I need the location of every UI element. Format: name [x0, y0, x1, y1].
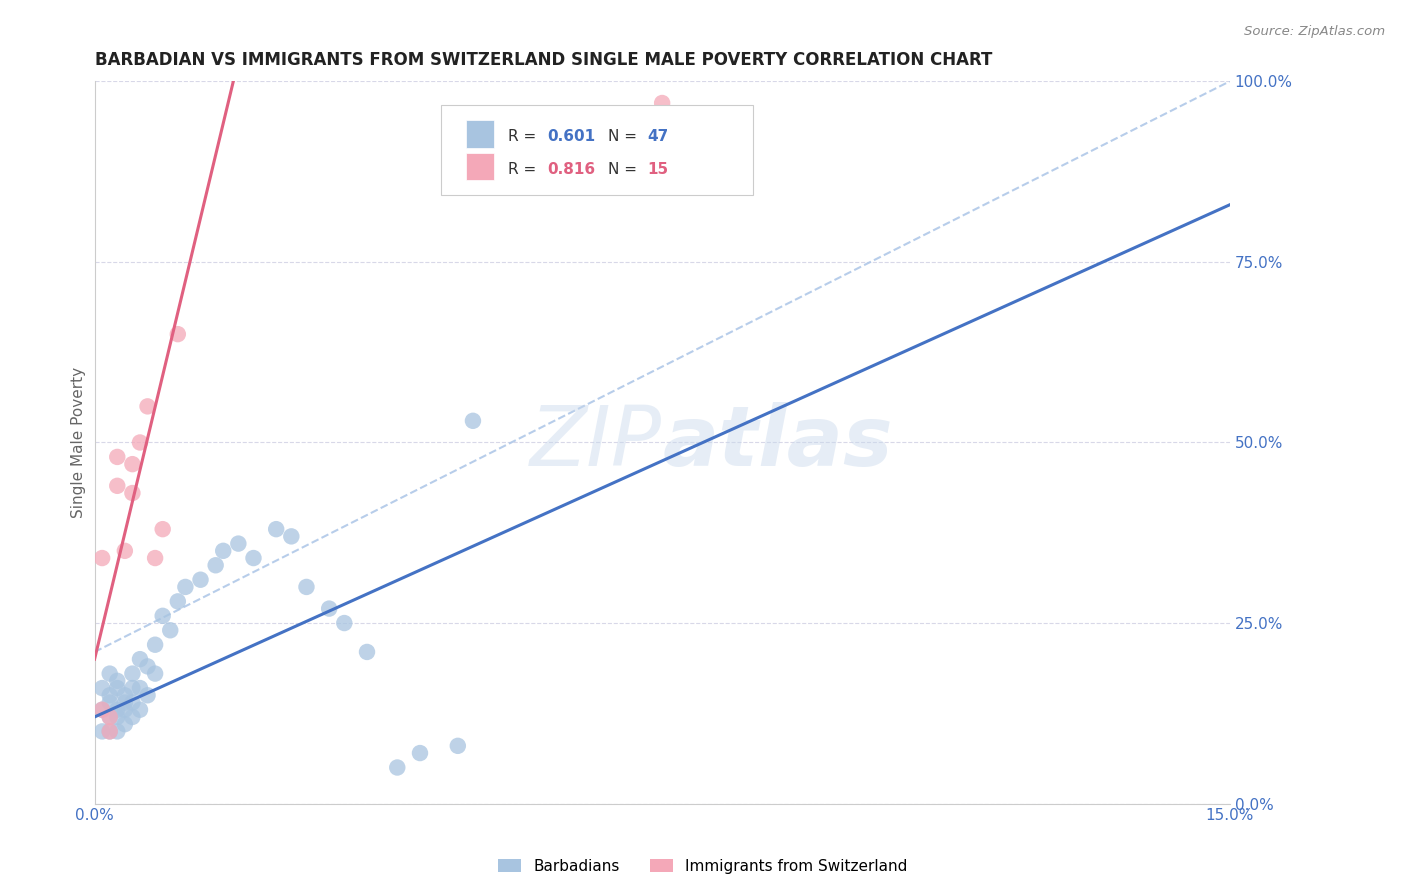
Point — [387, 760, 409, 774]
Point — [280, 529, 302, 543]
Point — [105, 673, 128, 688]
Point — [121, 457, 143, 471]
Point — [295, 580, 318, 594]
Point — [105, 710, 128, 724]
Point — [105, 479, 128, 493]
Text: R =: R = — [508, 161, 541, 177]
Point — [204, 558, 226, 573]
Point — [91, 703, 114, 717]
Text: 0.816: 0.816 — [547, 161, 596, 177]
Point — [651, 95, 673, 110]
Point — [136, 659, 159, 673]
Point — [98, 724, 121, 739]
Point — [98, 688, 121, 702]
Point — [91, 551, 114, 566]
Point — [98, 724, 121, 739]
Point — [114, 717, 136, 731]
FancyBboxPatch shape — [441, 105, 754, 195]
Point — [114, 703, 136, 717]
Text: Source: ZipAtlas.com: Source: ZipAtlas.com — [1244, 25, 1385, 38]
Point — [91, 724, 114, 739]
Point — [333, 615, 356, 630]
Point — [129, 681, 152, 695]
Point — [105, 681, 128, 695]
Text: ZIP: ZIP — [530, 402, 662, 483]
Point — [121, 696, 143, 710]
Point — [166, 327, 188, 342]
Point — [121, 710, 143, 724]
Point — [114, 544, 136, 558]
Point — [356, 645, 378, 659]
Point — [152, 522, 174, 536]
Point — [242, 551, 264, 566]
Y-axis label: Single Male Poverty: Single Male Poverty — [72, 367, 86, 518]
Point — [98, 696, 121, 710]
Text: atlas: atlas — [662, 402, 893, 483]
Text: 0.601: 0.601 — [547, 129, 596, 145]
Point — [129, 652, 152, 666]
Text: R =: R = — [508, 129, 541, 145]
Point — [152, 608, 174, 623]
Point — [105, 724, 128, 739]
Text: 15: 15 — [647, 161, 668, 177]
Point — [136, 688, 159, 702]
Point — [212, 544, 235, 558]
Legend: Barbadians, Immigrants from Switzerland: Barbadians, Immigrants from Switzerland — [492, 853, 914, 880]
Point — [121, 486, 143, 500]
Point — [121, 666, 143, 681]
Point — [143, 551, 166, 566]
Point — [98, 666, 121, 681]
Point — [136, 400, 159, 414]
Point — [318, 601, 340, 615]
Point — [166, 594, 188, 608]
Text: BARBADIAN VS IMMIGRANTS FROM SWITZERLAND SINGLE MALE POVERTY CORRELATION CHART: BARBADIAN VS IMMIGRANTS FROM SWITZERLAND… — [94, 51, 993, 69]
Point — [461, 414, 484, 428]
Point — [114, 696, 136, 710]
Point — [143, 638, 166, 652]
Text: N =: N = — [607, 129, 641, 145]
Point — [129, 435, 152, 450]
Point — [409, 746, 432, 760]
Point — [174, 580, 197, 594]
Point — [228, 536, 250, 550]
Point — [447, 739, 470, 753]
Text: N =: N = — [607, 161, 641, 177]
Bar — [465, 120, 494, 147]
Point — [159, 624, 181, 638]
Point — [129, 703, 152, 717]
Bar — [465, 153, 494, 180]
Point — [264, 522, 287, 536]
Point — [105, 450, 128, 464]
Point — [98, 710, 121, 724]
Point — [190, 573, 212, 587]
Point — [91, 681, 114, 695]
Point — [114, 688, 136, 702]
Point — [91, 703, 114, 717]
Point — [98, 710, 121, 724]
Text: 47: 47 — [647, 129, 669, 145]
Point — [105, 703, 128, 717]
Point — [121, 681, 143, 695]
Point — [143, 666, 166, 681]
